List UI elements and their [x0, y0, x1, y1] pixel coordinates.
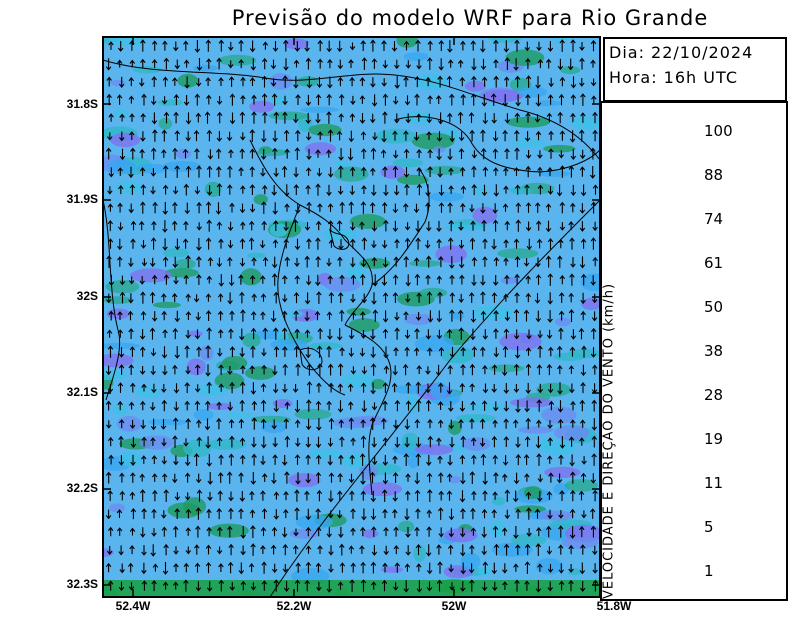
colorbar-label: 11	[704, 474, 724, 492]
colorbar-label: 50	[704, 298, 724, 316]
map-title: Previsão do modelo WRF para Rio Grande	[231, 6, 709, 30]
lat-label: 32.1S	[66, 385, 98, 399]
colorbar-label: 74	[704, 210, 724, 228]
lat-label: 32S	[76, 289, 98, 303]
lat-label: 32.3S	[66, 577, 98, 591]
colorbar-label: 100	[704, 122, 733, 140]
wind-arrows	[105, 39, 599, 593]
lon-label: 52.4W	[115, 599, 151, 613]
colorbar-label: 5	[704, 518, 714, 536]
coastline	[103, 59, 600, 597]
colorbar-label: 19	[704, 430, 724, 448]
lon-label: 51.8W	[596, 599, 632, 613]
lat-label: 31.9S	[66, 192, 98, 206]
lon-label: 52W	[441, 599, 467, 613]
forecast-date: Dia: 22/10/2024	[609, 43, 754, 62]
wind-speed-patches	[103, 37, 600, 597]
lon-label: 52.2W	[276, 599, 312, 613]
forecast-hour: Hora: 16h UTC	[609, 68, 738, 87]
colorbar-label: 1	[704, 562, 714, 580]
colorbar-label: 28	[704, 386, 724, 404]
colorbar-label: 38	[704, 342, 724, 360]
lat-label: 31.8S	[66, 97, 98, 111]
forecast-info-box: Dia: 22/10/2024 Hora: 16h UTC	[603, 37, 787, 102]
colorbar-label: 61	[704, 254, 724, 272]
lat-label: 32.2S	[66, 481, 98, 495]
legend-title: VELOCIDADE E DIREÇÃO DO VENTO (km/h)	[601, 282, 617, 600]
colorbar-label: 88	[704, 166, 724, 184]
legend-box	[600, 101, 788, 601]
legend-title-container: VELOCIDADE E DIREÇÃO DO VENTO (km/h)	[600, 101, 618, 600]
